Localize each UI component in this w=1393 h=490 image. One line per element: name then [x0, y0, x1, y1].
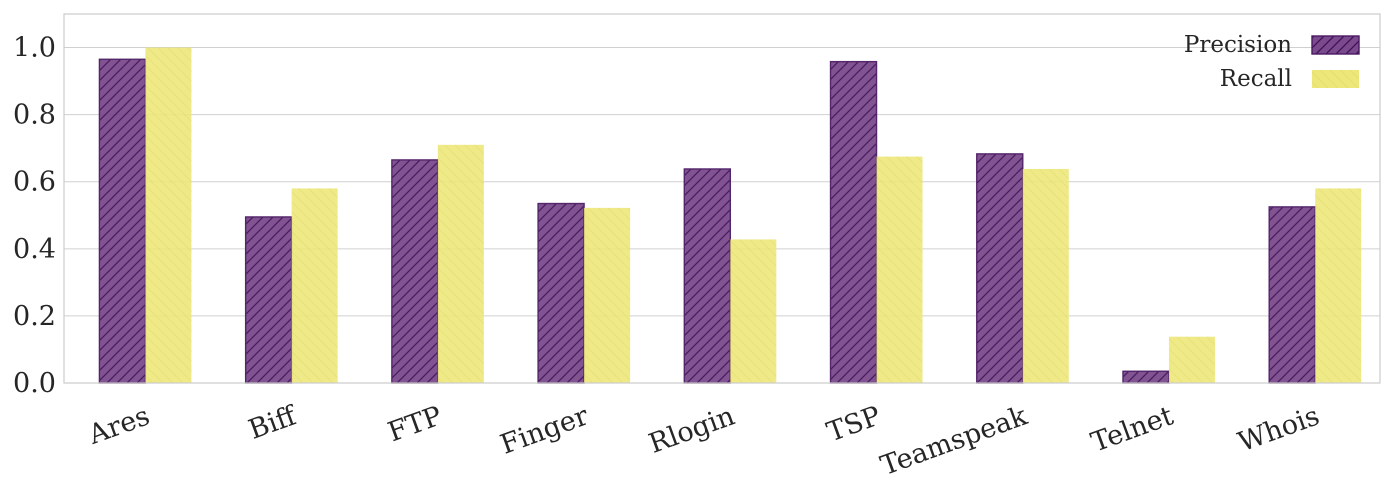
- x-tick-label: Finger: [496, 400, 592, 460]
- bar-precision-tsp: [829, 60, 878, 384]
- bar-recall-telnet: [1168, 336, 1215, 383]
- plot-frame: [63, 13, 1381, 384]
- bar-precision-biff: [244, 216, 293, 384]
- bar-precision-whois: [1268, 206, 1316, 384]
- x-tick-label: Rlogin: [645, 400, 739, 459]
- bar-recall-finger: [584, 207, 631, 383]
- y-tick-label: 0.4: [13, 234, 56, 265]
- y-tick-label: 0.8: [13, 100, 56, 131]
- bar-recall-tsp: [876, 156, 923, 383]
- bar-recall-teamspeak: [1022, 168, 1069, 383]
- bar-precision-ftp: [391, 159, 439, 384]
- legend: Precision Recall: [1184, 32, 1360, 92]
- x-tick-label: Whois: [1234, 400, 1323, 458]
- y-tick-label: 0.6: [13, 167, 56, 198]
- bar-recall-whois: [1315, 188, 1362, 383]
- y-tick-label: 1.0: [13, 33, 56, 64]
- y-axis: 0.0 0.2 0.4 0.6 0.8 1.0: [13, 33, 56, 399]
- x-tick-label: Teamspeak: [877, 400, 1032, 482]
- bars: [98, 47, 1362, 384]
- legend-swatch-recall: [1312, 70, 1359, 88]
- bar-recall-ftp: [437, 144, 484, 383]
- bar-precision-ares: [98, 58, 147, 384]
- bar-recall-rlogin: [730, 239, 777, 383]
- x-tick-label: FTP: [384, 400, 446, 448]
- y-tick-label: 0.2: [13, 301, 56, 332]
- legend-label-precision: Precision: [1184, 32, 1292, 58]
- bar-precision-finger: [537, 202, 585, 384]
- x-tick-label: Ares: [84, 400, 154, 451]
- bar-precision-teamspeak: [976, 153, 1024, 384]
- bar-precision-rlogin: [683, 168, 732, 384]
- y-tick-label: 0.0: [13, 368, 56, 399]
- bar-recall-biff: [291, 188, 338, 383]
- x-tick-label: Telnet: [1087, 400, 1177, 458]
- x-tick-label: TSP: [823, 400, 885, 448]
- x-tick-label: Biff: [245, 400, 302, 446]
- legend-swatch-precision: [1311, 35, 1360, 55]
- bar-recall-ares: [145, 47, 192, 383]
- legend-label-recall: Recall: [1220, 66, 1292, 92]
- bar-precision-telnet: [1122, 370, 1170, 384]
